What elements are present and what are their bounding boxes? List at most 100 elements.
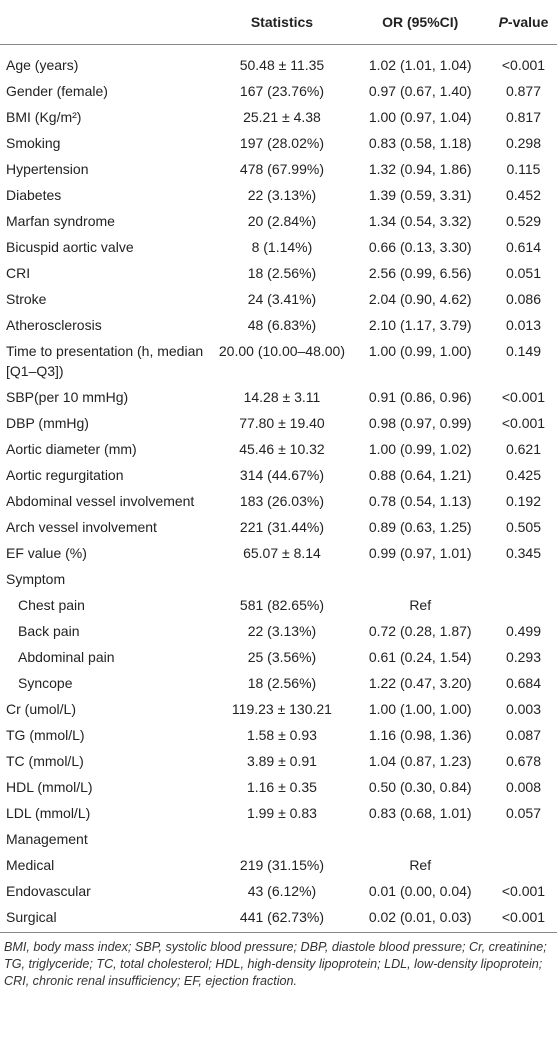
row-label: Diabetes xyxy=(6,187,62,203)
cell-p: 0.087 xyxy=(505,727,541,743)
cell-stats: 22 (3.13%) xyxy=(247,187,317,203)
cell-or: 2.56 (0.99, 6.56) xyxy=(368,265,472,281)
cell-p: 0.008 xyxy=(505,779,541,795)
table-row: CRI 18 (2.56%) 2.56 (0.99, 6.56) 0.051 xyxy=(0,260,557,286)
cell-p: 0.452 xyxy=(505,187,541,203)
table-row: Abdominal pain 25 (3.56%) 0.61 (0.24, 1.54… xyxy=(0,644,557,670)
row-label: Management xyxy=(6,831,88,847)
table-row: Surgical 441 (62.73%) 0.02 (0.01, 0.03) <0.… xyxy=(0,904,557,933)
row-label: EF value (%) xyxy=(6,545,87,561)
table-row: Chest pain 581 (82.65%) Ref xyxy=(0,592,557,618)
table-row: Arch vessel involvement 221 (31.44%) 0.89 … xyxy=(0,514,557,540)
row-label: Smoking xyxy=(6,135,61,151)
table-row: Aortic regurgitation 314 (44.67%) 0.88 (0.… xyxy=(0,462,557,488)
cell-p xyxy=(490,826,557,852)
row-label: Atherosclerosis xyxy=(6,317,102,333)
row-label: Aortic regurgitation xyxy=(6,467,124,483)
table-row: Atherosclerosis 48 (6.83%) 2.10 (1.17, 3.7… xyxy=(0,312,557,338)
table-row: Smoking 197 (28.02%) 0.83 (0.58, 1.18) 0.29… xyxy=(0,130,557,156)
cell-stats: 48 (6.83%) xyxy=(247,317,317,333)
cell-or: 0.88 (0.64, 1.21) xyxy=(368,467,472,483)
row-label: Aortic diameter (mm) xyxy=(6,441,137,457)
cell-stats: 197 (28.02%) xyxy=(239,135,324,151)
cell-p: 0.013 xyxy=(505,317,541,333)
table: Statistics OR (95%CI) P-value Age (years… xyxy=(0,0,557,933)
cell-stats: 18 (2.56%) xyxy=(247,675,317,691)
row-label: Surgical xyxy=(0,904,214,933)
cell-stats: 167 (23.76%) xyxy=(239,83,324,99)
cell-or: 2.04 (0.90, 4.62) xyxy=(368,291,472,307)
row-label: Chest pain xyxy=(18,597,85,613)
cell-p: 0.086 xyxy=(505,291,541,307)
cell-stats xyxy=(213,826,350,852)
header-row: Statistics OR (95%CI) P-value xyxy=(0,0,557,45)
cell-stats: 43 (6.12%) xyxy=(247,883,317,899)
table-row: Age (years) 50.48 ± 11.35 1.02 (1.01, 1.04… xyxy=(0,45,557,79)
cell-or: 1.32 (0.94, 1.86) xyxy=(368,161,472,177)
cell-or xyxy=(350,566,489,592)
cell-or: 0.97 (0.67, 1.40) xyxy=(368,83,472,99)
cell-stats: 119.23 ± 130.21 xyxy=(231,701,332,717)
cell-stats: 20.00 (10.00–48.00) xyxy=(218,343,345,359)
row-label: DBP (mmHg) xyxy=(6,415,89,431)
cell-or: 0.98 (0.97, 0.99) xyxy=(368,415,472,431)
cell-or: 0.83 (0.58, 1.18) xyxy=(368,135,472,151)
cell-stats: 24 (3.41%) xyxy=(247,291,317,307)
row-label: SBP(per 10 mmHg) xyxy=(6,389,129,405)
cell-stats: 50.48 ± 11.35 xyxy=(239,57,325,73)
cell-or: 0.78 (0.54, 1.13) xyxy=(368,493,472,509)
cell-stats: 45.46 ± 10.32 xyxy=(239,441,325,457)
table-row: Abdominal vessel involvement 183 (26.03%)… xyxy=(0,488,557,514)
cell-or: 0.61 (0.24, 1.54) xyxy=(368,649,472,665)
row-label: Cr (umol/L) xyxy=(6,701,77,717)
cell-stats: 25.21 ± 4.38 xyxy=(243,109,321,125)
cell-or: 1.04 (0.87, 1.23) xyxy=(368,753,472,769)
cell-stats: 8 (1.14%) xyxy=(251,239,313,255)
cell-p: 0.003 xyxy=(505,701,541,717)
row-label: TG (mmol/L) xyxy=(6,727,85,743)
cell-p: 0.529 xyxy=(505,213,541,229)
cell-p: 0.614 xyxy=(505,239,541,255)
cell-or: 1.16 (0.98, 1.36) xyxy=(368,727,472,743)
table-row: Cr (umol/L) 119.23 ± 130.21 1.00 (1.00, 1.… xyxy=(0,696,557,722)
row-label: Marfan syndrome xyxy=(6,213,115,229)
cell-stats: 22 (3.13%) xyxy=(247,623,317,639)
cell-or: 2.10 (1.17, 3.79) xyxy=(368,317,472,333)
table-row: Endovascular 43 (6.12%) 0.01 (0.00, 0.04) <… xyxy=(0,878,557,904)
cell-p: 0.505 xyxy=(505,519,541,535)
cell-p: 0.684 xyxy=(505,675,541,691)
cell-or: 0.02 (0.01, 0.03) xyxy=(350,904,490,933)
cell-p: 0.293 xyxy=(505,649,541,665)
row-label: Hypertension xyxy=(6,161,89,177)
cell-p: <0.001 xyxy=(501,415,546,431)
cell-or: 0.50 (0.30, 0.84) xyxy=(368,779,472,795)
cell-p: 0.817 xyxy=(505,109,541,125)
header-cell: P-value xyxy=(489,0,557,45)
cell-stats: 3.89 ± 0.91 xyxy=(246,753,317,769)
cell-or: 1.22 (0.47, 3.20) xyxy=(368,675,472,691)
header-cell xyxy=(0,0,214,45)
table-row: Management xyxy=(0,826,557,852)
table-row: Hypertension 478 (67.99%) 1.32 (0.94, 1.86… xyxy=(0,156,557,182)
cell-p: 0.425 xyxy=(505,467,541,483)
row-label: Arch vessel involvement xyxy=(6,519,157,535)
row-label: Bicuspid aortic valve xyxy=(6,239,134,255)
cell-p: 0.149 xyxy=(505,343,541,359)
cell-stats: 18 (2.56%) xyxy=(247,265,317,281)
cell-stats: 581 (82.65%) xyxy=(239,597,324,613)
cell-p xyxy=(490,566,557,592)
table-body: Age (years) 50.48 ± 11.35 1.02 (1.01, 1.04… xyxy=(0,45,557,933)
table-row: Syncope 18 (2.56%) 1.22 (0.47, 3.20) 0.684 xyxy=(0,670,557,696)
cell-or: 0.83 (0.68, 1.01) xyxy=(368,805,472,821)
row-label: Age (years) xyxy=(6,57,79,73)
row-label: Gender (female) xyxy=(6,83,108,99)
cell-stats: 314 (44.67%) xyxy=(239,467,324,483)
cell-stats: 1.58 ± 0.93 xyxy=(246,727,317,743)
header-italic: P xyxy=(498,14,508,30)
table-row: TG (mmol/L) 1.58 ± 0.93 1.16 (0.98, 1.36) 0… xyxy=(0,722,557,748)
cell-stats: 25 (3.56%) xyxy=(247,649,317,665)
row-label: Stroke xyxy=(6,291,47,307)
row-label: Symptom xyxy=(6,571,66,587)
row-label: BMI (Kg/m²) xyxy=(6,109,82,125)
